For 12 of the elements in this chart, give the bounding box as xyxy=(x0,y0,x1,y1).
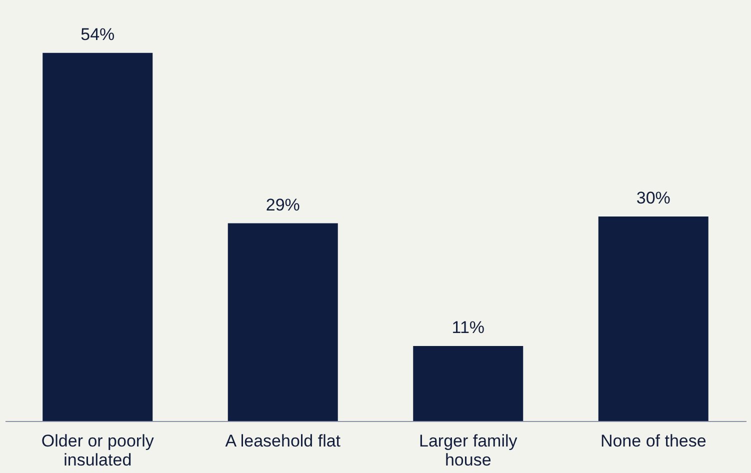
x-tick-label: A leasehold flat xyxy=(225,432,341,450)
data-label: 11% xyxy=(452,318,485,338)
x-tick-label: Older or poorly insulated xyxy=(41,432,154,470)
data-label: 54% xyxy=(80,24,115,44)
bar xyxy=(598,216,708,421)
x-tick-label: None of these xyxy=(600,432,706,450)
x-tick-label: Larger family house xyxy=(418,432,518,470)
data-label: 29% xyxy=(266,195,300,214)
data-label: 30% xyxy=(636,188,670,208)
bar xyxy=(228,223,338,421)
bar xyxy=(413,346,524,421)
bar xyxy=(42,52,153,421)
